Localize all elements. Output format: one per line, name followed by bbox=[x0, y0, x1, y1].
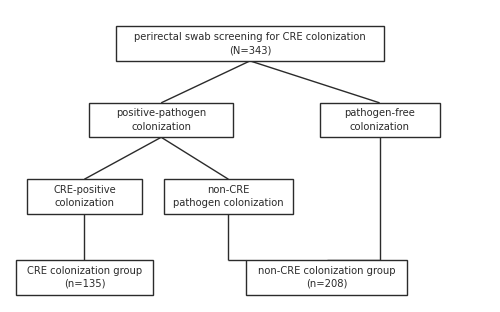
FancyBboxPatch shape bbox=[320, 103, 440, 137]
Text: non-CRE
pathogen colonization: non-CRE pathogen colonization bbox=[173, 185, 284, 208]
Text: perirectal swab screening for CRE colonization
(N=343): perirectal swab screening for CRE coloni… bbox=[134, 32, 366, 55]
Text: CRE-positive
colonization: CRE-positive colonization bbox=[53, 185, 116, 208]
FancyBboxPatch shape bbox=[246, 260, 407, 295]
Text: positive-pathogen
colonization: positive-pathogen colonization bbox=[116, 109, 206, 132]
FancyBboxPatch shape bbox=[116, 27, 384, 61]
FancyBboxPatch shape bbox=[16, 260, 153, 295]
Text: non-CRE colonization group
(n=208): non-CRE colonization group (n=208) bbox=[258, 266, 396, 289]
FancyBboxPatch shape bbox=[164, 179, 293, 214]
FancyBboxPatch shape bbox=[89, 103, 233, 137]
Text: CRE colonization group
(n=135): CRE colonization group (n=135) bbox=[27, 266, 142, 289]
Text: pathogen-free
colonization: pathogen-free colonization bbox=[344, 109, 415, 132]
FancyBboxPatch shape bbox=[27, 179, 142, 214]
